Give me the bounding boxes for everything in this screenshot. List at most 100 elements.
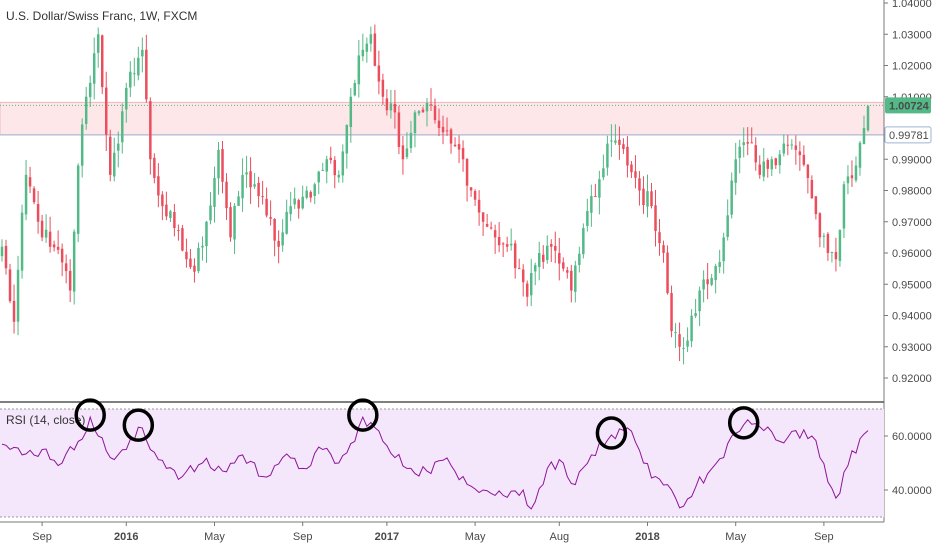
candle <box>674 323 677 349</box>
candle <box>746 127 749 156</box>
price-tick-label: 0.97000 <box>892 217 932 229</box>
candle <box>598 170 601 215</box>
candle-body <box>301 196 304 209</box>
candle-body <box>794 145 798 150</box>
candle <box>4 239 8 275</box>
candle <box>517 258 521 270</box>
candle <box>678 322 681 362</box>
candle-body <box>385 98 389 111</box>
candle <box>385 89 389 116</box>
candle-body <box>189 258 192 268</box>
candle-body <box>642 188 645 206</box>
candle <box>249 157 252 204</box>
candle-body <box>850 175 854 179</box>
candle-body <box>582 228 585 255</box>
last-price-badge-bg <box>885 97 931 114</box>
candle <box>710 273 713 287</box>
candle <box>814 196 818 220</box>
candle-body <box>233 205 236 240</box>
candle <box>562 257 565 272</box>
candle-body <box>554 245 557 251</box>
candle <box>686 327 689 353</box>
candle <box>76 163 80 243</box>
candle <box>345 124 349 169</box>
candle-body <box>177 230 180 232</box>
candle <box>389 89 393 119</box>
candle <box>24 159 28 221</box>
candle-body <box>678 334 681 347</box>
candle-body <box>698 290 701 312</box>
candle <box>493 224 497 254</box>
candle <box>149 97 152 175</box>
candle <box>574 260 577 303</box>
candle <box>205 221 208 263</box>
candle-body <box>169 211 172 219</box>
candle <box>401 136 405 175</box>
candle-body <box>24 174 28 215</box>
candle-body <box>153 157 156 178</box>
candle-body <box>453 144 457 147</box>
candle-body <box>373 33 377 66</box>
candle-body <box>100 35 104 88</box>
candle-body <box>48 231 52 247</box>
candle-body <box>662 245 665 253</box>
rsi-label: RSI (14, close) <box>6 413 85 427</box>
candle-body <box>533 265 537 272</box>
candle <box>193 258 196 283</box>
candle-body <box>646 191 649 207</box>
time-tick-label: May <box>725 531 746 543</box>
candle <box>614 124 617 145</box>
candle <box>473 189 477 206</box>
candle-body <box>465 158 469 186</box>
candle <box>429 88 433 111</box>
candle-body <box>141 49 144 57</box>
candle <box>245 155 248 188</box>
candle <box>321 162 324 172</box>
candle-body <box>505 244 509 247</box>
candle <box>68 259 72 303</box>
candle-body <box>790 144 794 146</box>
candle <box>40 214 44 242</box>
candle <box>201 236 204 261</box>
candle-body <box>674 332 677 334</box>
candle-body <box>806 164 810 178</box>
candle-body <box>377 65 381 82</box>
candle-body <box>758 164 761 175</box>
candle <box>60 243 64 277</box>
candle-body <box>766 159 770 169</box>
candle-body <box>145 49 148 100</box>
candle <box>313 182 316 205</box>
candle <box>726 199 729 241</box>
candle <box>714 263 717 294</box>
candle-body <box>818 213 822 238</box>
candle-body <box>433 105 437 121</box>
candle-body <box>630 164 633 173</box>
candle-body <box>265 198 268 216</box>
candle <box>818 212 822 248</box>
candle <box>189 248 192 270</box>
candle <box>850 160 854 187</box>
candle-body <box>742 142 745 146</box>
candle-body <box>60 248 64 263</box>
candle <box>8 263 12 304</box>
candle <box>433 98 437 124</box>
candle-body <box>281 232 284 246</box>
candle-body <box>357 55 361 85</box>
candle <box>109 129 112 182</box>
candle-body <box>425 103 429 112</box>
candle-body <box>173 212 176 228</box>
time-tick-label: May <box>204 531 225 543</box>
candle-body <box>353 82 357 96</box>
candle-body <box>381 79 385 97</box>
candle <box>782 134 786 157</box>
candle <box>698 286 701 327</box>
candle <box>594 183 597 198</box>
candle <box>626 136 629 178</box>
candle <box>542 245 545 269</box>
candle-body <box>197 247 200 272</box>
candle-body <box>750 142 753 144</box>
candle-body <box>309 192 312 198</box>
candle <box>618 126 621 160</box>
candle <box>437 108 441 137</box>
candle-body <box>489 227 493 229</box>
